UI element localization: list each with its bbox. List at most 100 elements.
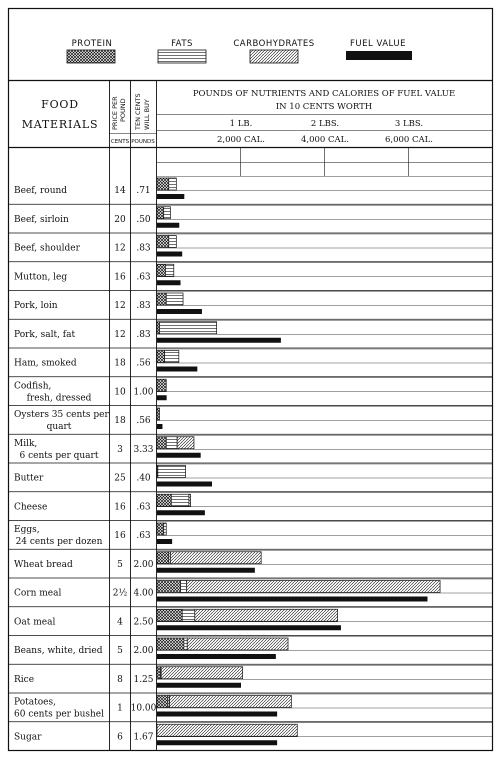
buys-value: 2.00 (133, 560, 153, 570)
price-value: 5 (117, 560, 123, 570)
carbohydrate-bar (160, 666, 244, 680)
carbohydrate-bar (176, 436, 195, 450)
food-row: Sugar 6 1.67 (9, 722, 492, 751)
legend: PROTEIN FATS CARBOHYDRATES FUEL VALUE (66, 39, 412, 64)
food-name-cont: 60 cents per bushel (14, 710, 104, 720)
carbohydrate-bar (169, 695, 292, 708)
food-name: Mutton, leg (14, 272, 67, 282)
price-value: 18 (114, 416, 126, 426)
buys-value: .56 (136, 416, 151, 426)
food-name: Beans, white, dried (14, 646, 103, 656)
fuel-value-bar (157, 539, 173, 544)
protein-bar (156, 321, 160, 335)
scale-pound-label: 2 LBS. (311, 119, 339, 129)
food-row: Oysters 35 cents per quart 18 .56 (9, 406, 492, 435)
food-row: Ham, smoked 18 .56 (9, 348, 492, 378)
protein-bar (156, 436, 167, 450)
fuel-value-bar (157, 424, 163, 429)
food-name: Pork, salt, fat (14, 330, 75, 340)
fat-bar (163, 522, 167, 536)
chart-title-line1: POUNDS OF NUTRIENTS AND CALORIES OF FUEL… (193, 89, 455, 99)
fat-bar (165, 436, 178, 450)
buys-value: 1.67 (133, 732, 153, 742)
food-name: Beef, round (14, 186, 67, 196)
protein-bar (156, 407, 160, 421)
legend-fats-swatch (157, 49, 207, 64)
fuel-value-bar (157, 654, 276, 659)
buy-col-heading-1: TEN CENTS (134, 93, 142, 131)
legend-fuel-value-label: FUEL VALUE (350, 39, 406, 49)
food-name: Butter (14, 474, 44, 484)
scale-calorie-label: 6,000 CAL. (385, 135, 433, 145)
buys-value: 4.00 (133, 589, 153, 599)
price-value: 8 (117, 675, 123, 685)
food-name: Pork, loin (14, 301, 58, 311)
price-units: CENTS (111, 139, 130, 145)
food-name: Wheat bread (14, 560, 73, 570)
scale-calorie-label: 4,000 CAL. (301, 135, 349, 145)
carbohydrate-bar (188, 493, 191, 507)
food-row: Beans, white, dried 5 2.00 (9, 636, 492, 665)
price-value: 20 (114, 215, 126, 225)
price-value: 5 (117, 646, 123, 656)
price-value: 14 (114, 186, 126, 196)
fat-bar (164, 350, 180, 363)
carbohydrate-bar (186, 637, 289, 651)
protein-bar (156, 206, 165, 220)
fat-bar (170, 493, 190, 507)
price-value: 1 (117, 704, 123, 714)
price-value: 4 (117, 617, 123, 627)
protein-bar (156, 666, 161, 680)
food-row: Pork, salt, fat 12 .83 (9, 320, 492, 349)
food-name: Rice (14, 675, 34, 685)
food-name: Corn meal (14, 589, 61, 599)
food-name: Beef, shoulder (14, 244, 81, 254)
fuel-value-bar (157, 510, 205, 516)
buys-value: .56 (136, 359, 151, 369)
food-row: Beef, round 14 .71 (9, 176, 492, 205)
buys-value: .83 (136, 330, 151, 340)
legend-fuel-value-swatch (346, 51, 412, 60)
fuel-value-bar (157, 366, 198, 372)
price-value: 16 (114, 272, 126, 282)
price-value: 3 (117, 445, 123, 455)
scale-pound-label: 1 LB. (230, 119, 253, 129)
buys-value: 2.00 (133, 646, 153, 656)
buys-value: .83 (136, 301, 151, 311)
food-row: Rice 8 1.25 (9, 665, 492, 694)
fat-bar (157, 465, 186, 478)
food-name: Sugar (14, 732, 42, 742)
fat-bar (163, 206, 171, 220)
price-value: 6 (117, 732, 123, 742)
price-value: 10 (114, 387, 126, 397)
fuel-value-bar (157, 194, 185, 199)
buys-value: .71 (136, 186, 150, 196)
fat-bar (168, 177, 177, 191)
price-value: 25 (114, 474, 126, 484)
buys-value: 1.25 (133, 675, 153, 685)
carbohydrate-bar (186, 580, 441, 593)
protein-bar (156, 292, 167, 306)
food-materials-heading-1: FOOD (41, 98, 79, 111)
food-materials-heading-2: MATERIALS (22, 118, 99, 131)
food-row: Oat meal 4 2.50 (9, 607, 492, 636)
food-row: Eggs, 24 cents per dozen 16 .63 (9, 521, 492, 550)
food-row: Cheese 16 .63 (9, 492, 492, 521)
fat-bar (181, 608, 196, 622)
buys-value: .83 (136, 244, 151, 254)
buys-value: .50 (136, 215, 151, 225)
food-name: Codfish, (14, 381, 51, 391)
food-row: Codfish, fresh, dressed 10 1.00 (9, 377, 492, 406)
food-name: Oysters 35 cents per (14, 410, 109, 420)
food-row: Mutton, leg 16 .63 (9, 262, 492, 291)
protein-bar (156, 695, 169, 708)
buy-units: POUNDS (131, 139, 155, 145)
carbohydrate-bar (156, 723, 298, 737)
protein-bar (156, 263, 166, 277)
price-col-heading-1: PRICE PER (111, 96, 119, 130)
food-name: Potatoes, (14, 698, 56, 708)
price-value: 12 (114, 301, 125, 311)
food-name-cont: fresh, dressed (27, 393, 92, 403)
fuel-value-bar (157, 452, 201, 458)
buys-value: 1.00 (133, 387, 153, 397)
